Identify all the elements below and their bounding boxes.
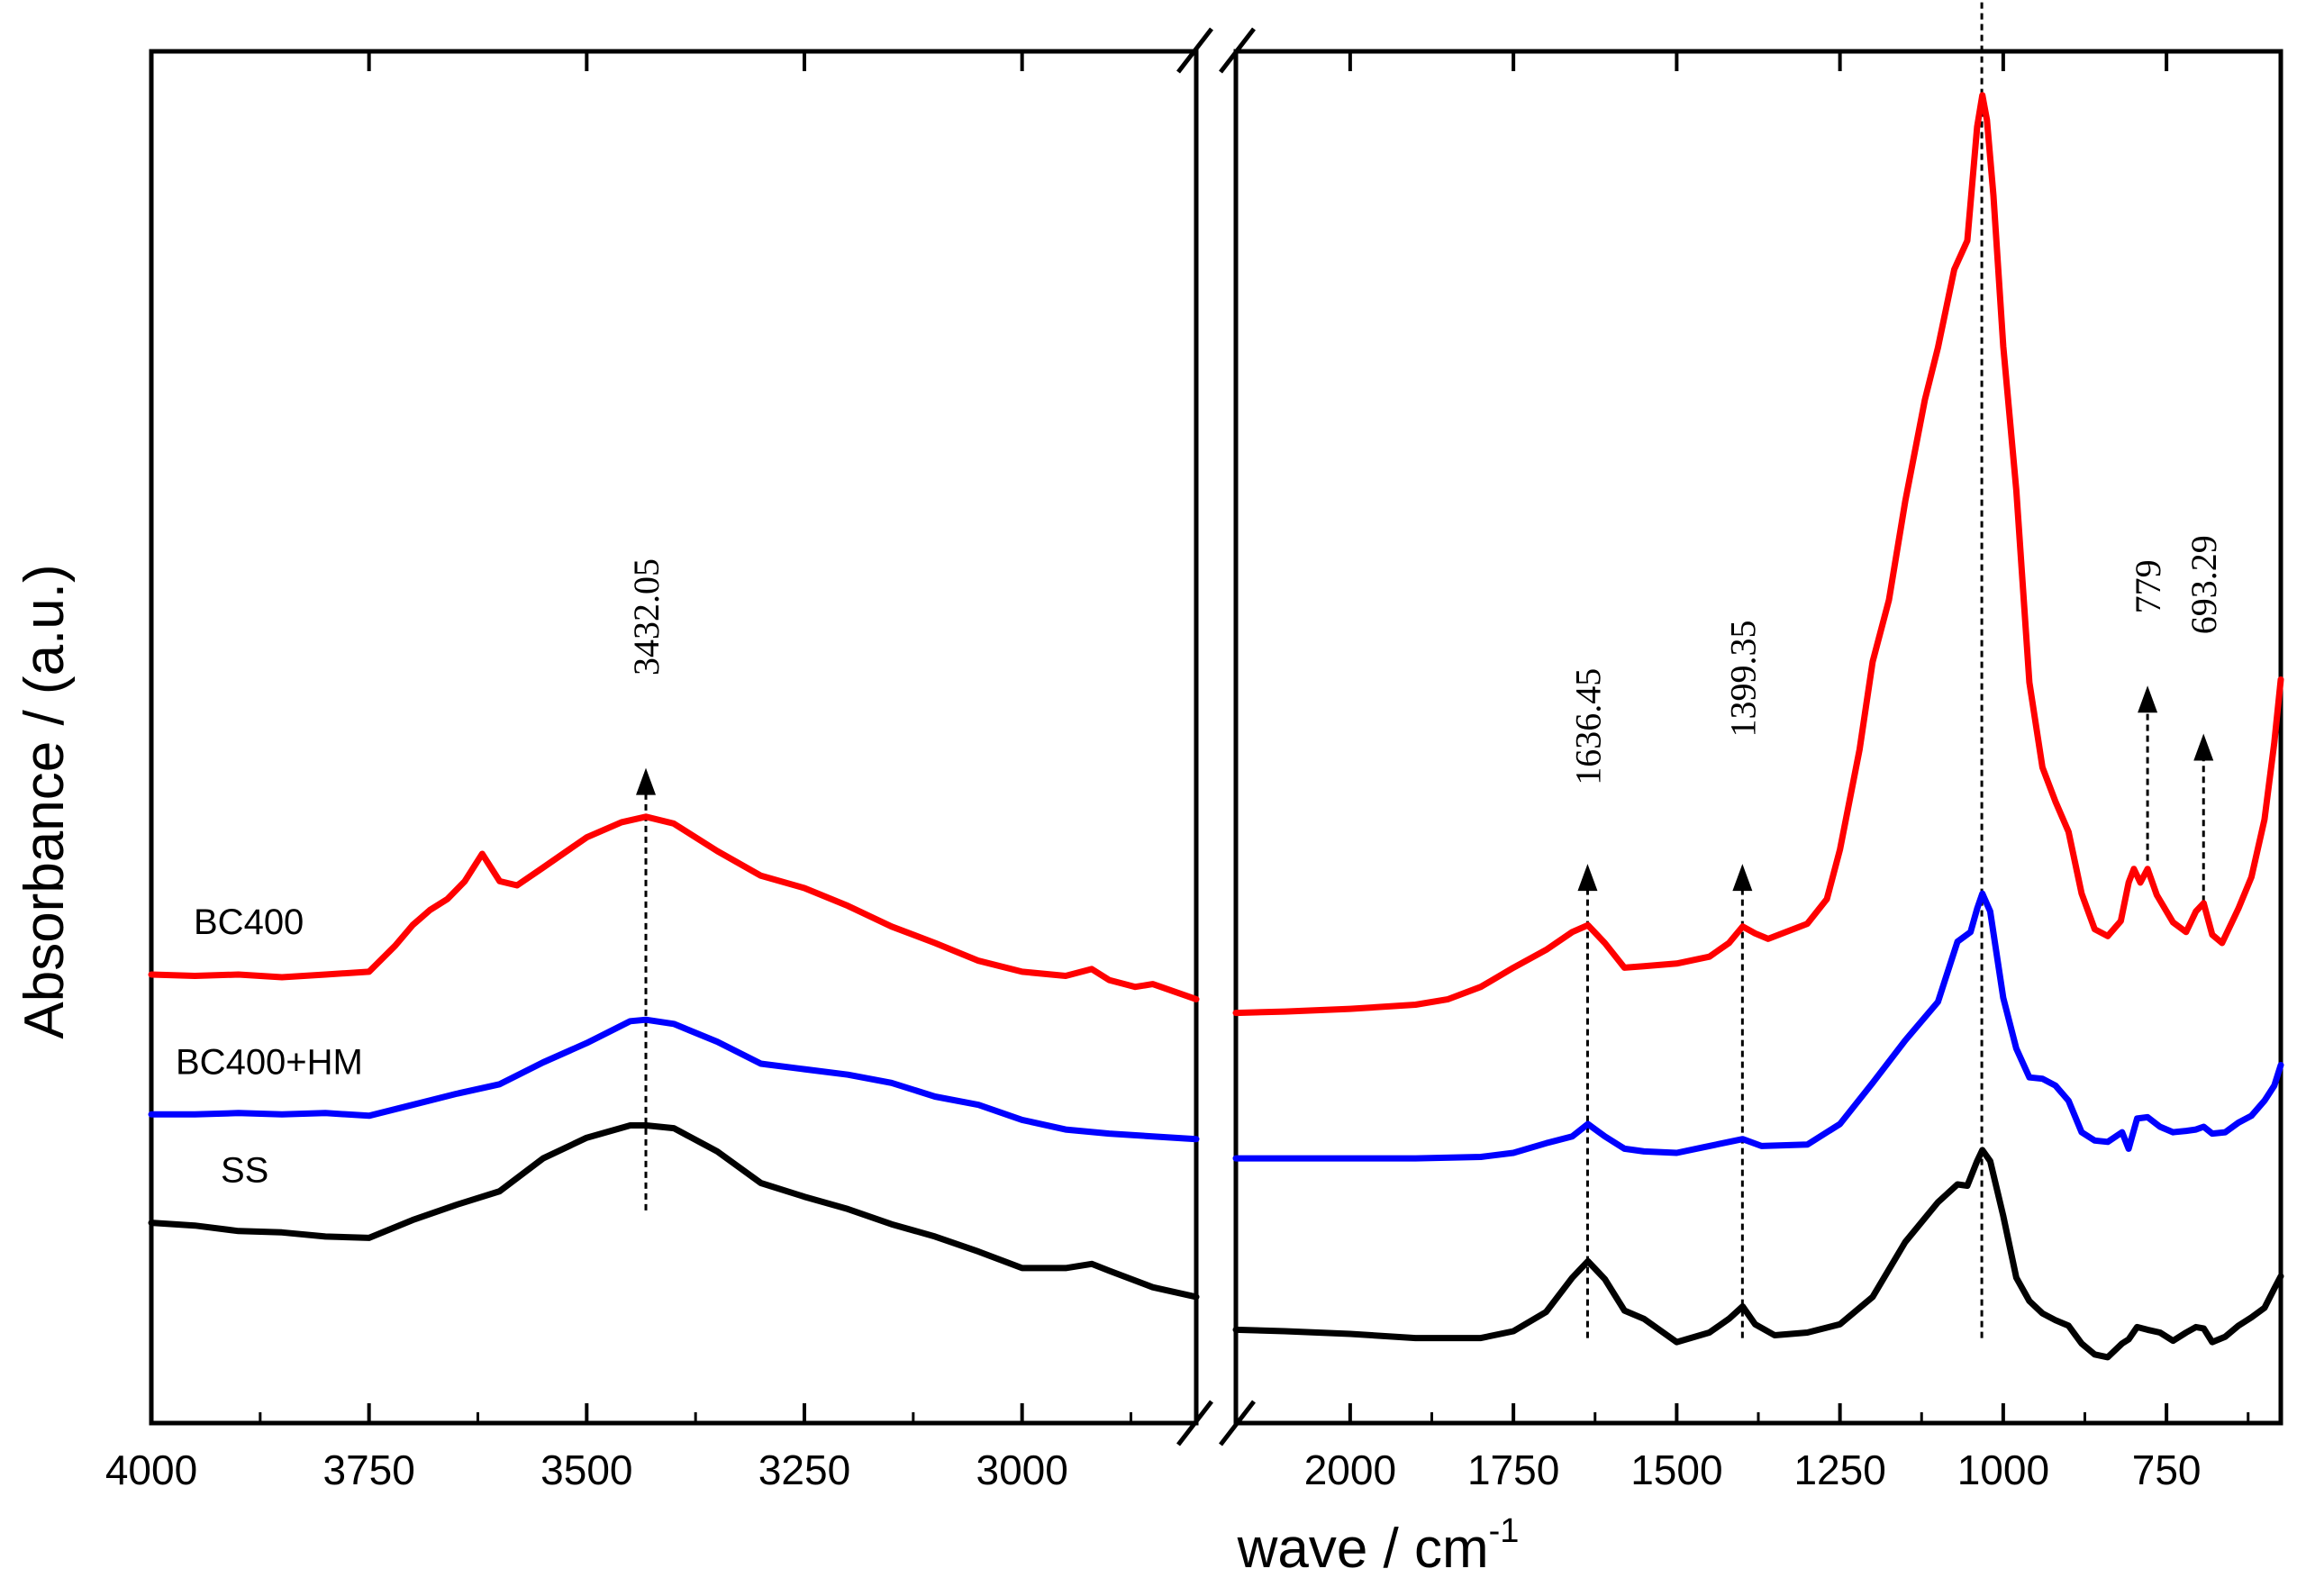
tick-label: 3000	[976, 1446, 1067, 1493]
x-axis-title: wave / cm-1	[1237, 1512, 1520, 1580]
y-axis-title: Absorbance / (a.u.)	[14, 564, 76, 1038]
series-line-bc400-right	[1232, 92, 2284, 1017]
plot-frames	[149, 27, 2283, 1446]
arrow-head-icon	[1732, 864, 1753, 892]
spectra-series	[148, 92, 2284, 1361]
peak-label: 3432.05	[626, 558, 667, 676]
peak-label: 1636.45	[1567, 668, 1608, 785]
series-label: BC400	[194, 902, 304, 942]
arrow-head-icon	[1577, 864, 1598, 892]
tick-label: 1000	[1957, 1446, 2049, 1493]
arrow-head-icon	[636, 767, 657, 795]
x-axis-title-superscript: -1	[1489, 1512, 1520, 1550]
peak-label: 693.29	[2184, 535, 2224, 634]
series-labels: BC400 BC400+HM SS	[176, 902, 363, 1191]
tick-label: 750	[2132, 1446, 2202, 1493]
x-axis-title-text: wave / cm	[1237, 1518, 1489, 1580]
series-line-ss-right	[1232, 1147, 2284, 1361]
peak-label: 1399.35	[1722, 621, 1763, 738]
tick-label: 3500	[540, 1446, 632, 1493]
series-label: BC400+HM	[176, 1042, 363, 1082]
tick-label: 3750	[322, 1446, 414, 1493]
arrow-head-icon	[2138, 685, 2158, 713]
tick-label: 3250	[758, 1446, 850, 1493]
tick-label: 2000	[1304, 1446, 1396, 1493]
series-line-ss-left	[148, 1122, 1200, 1301]
x-axis-tick-labels: 4000 3750 3500 3250 3000 2000 1750 1500 1250 1000…	[105, 1446, 2202, 1493]
tick-label: 1750	[1467, 1446, 1559, 1493]
series-line-bc400-left	[148, 813, 1200, 1002]
axis-break-marks	[1176, 27, 1256, 1446]
series-label: SS	[221, 1151, 268, 1191]
series-line-bc400-hm-left	[148, 1016, 1200, 1143]
arrow-head-icon	[2193, 733, 2214, 761]
tick-label: 4000	[105, 1446, 197, 1493]
series-line-bc400-hm-right	[1232, 890, 2284, 1162]
peak-label: 779	[2128, 559, 2168, 613]
left-panel-frame	[149, 49, 1199, 1426]
x-axis-ticks	[150, 51, 2250, 1423]
tick-label: 1250	[1793, 1446, 1885, 1493]
tick-label: 1500	[1630, 1446, 1722, 1493]
